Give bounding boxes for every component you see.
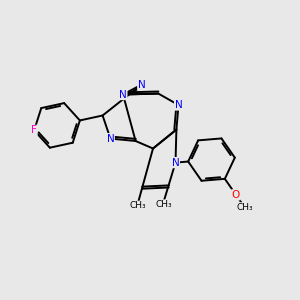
Text: N: N <box>175 100 182 110</box>
Text: F: F <box>31 125 37 135</box>
Text: N: N <box>172 158 179 168</box>
Text: N: N <box>119 89 127 100</box>
Text: CH₃: CH₃ <box>130 201 146 210</box>
Text: N: N <box>138 80 146 90</box>
Text: N: N <box>106 134 114 144</box>
Text: CH₃: CH₃ <box>236 203 253 212</box>
Text: CH₃: CH₃ <box>155 200 172 209</box>
Text: O: O <box>232 190 240 200</box>
